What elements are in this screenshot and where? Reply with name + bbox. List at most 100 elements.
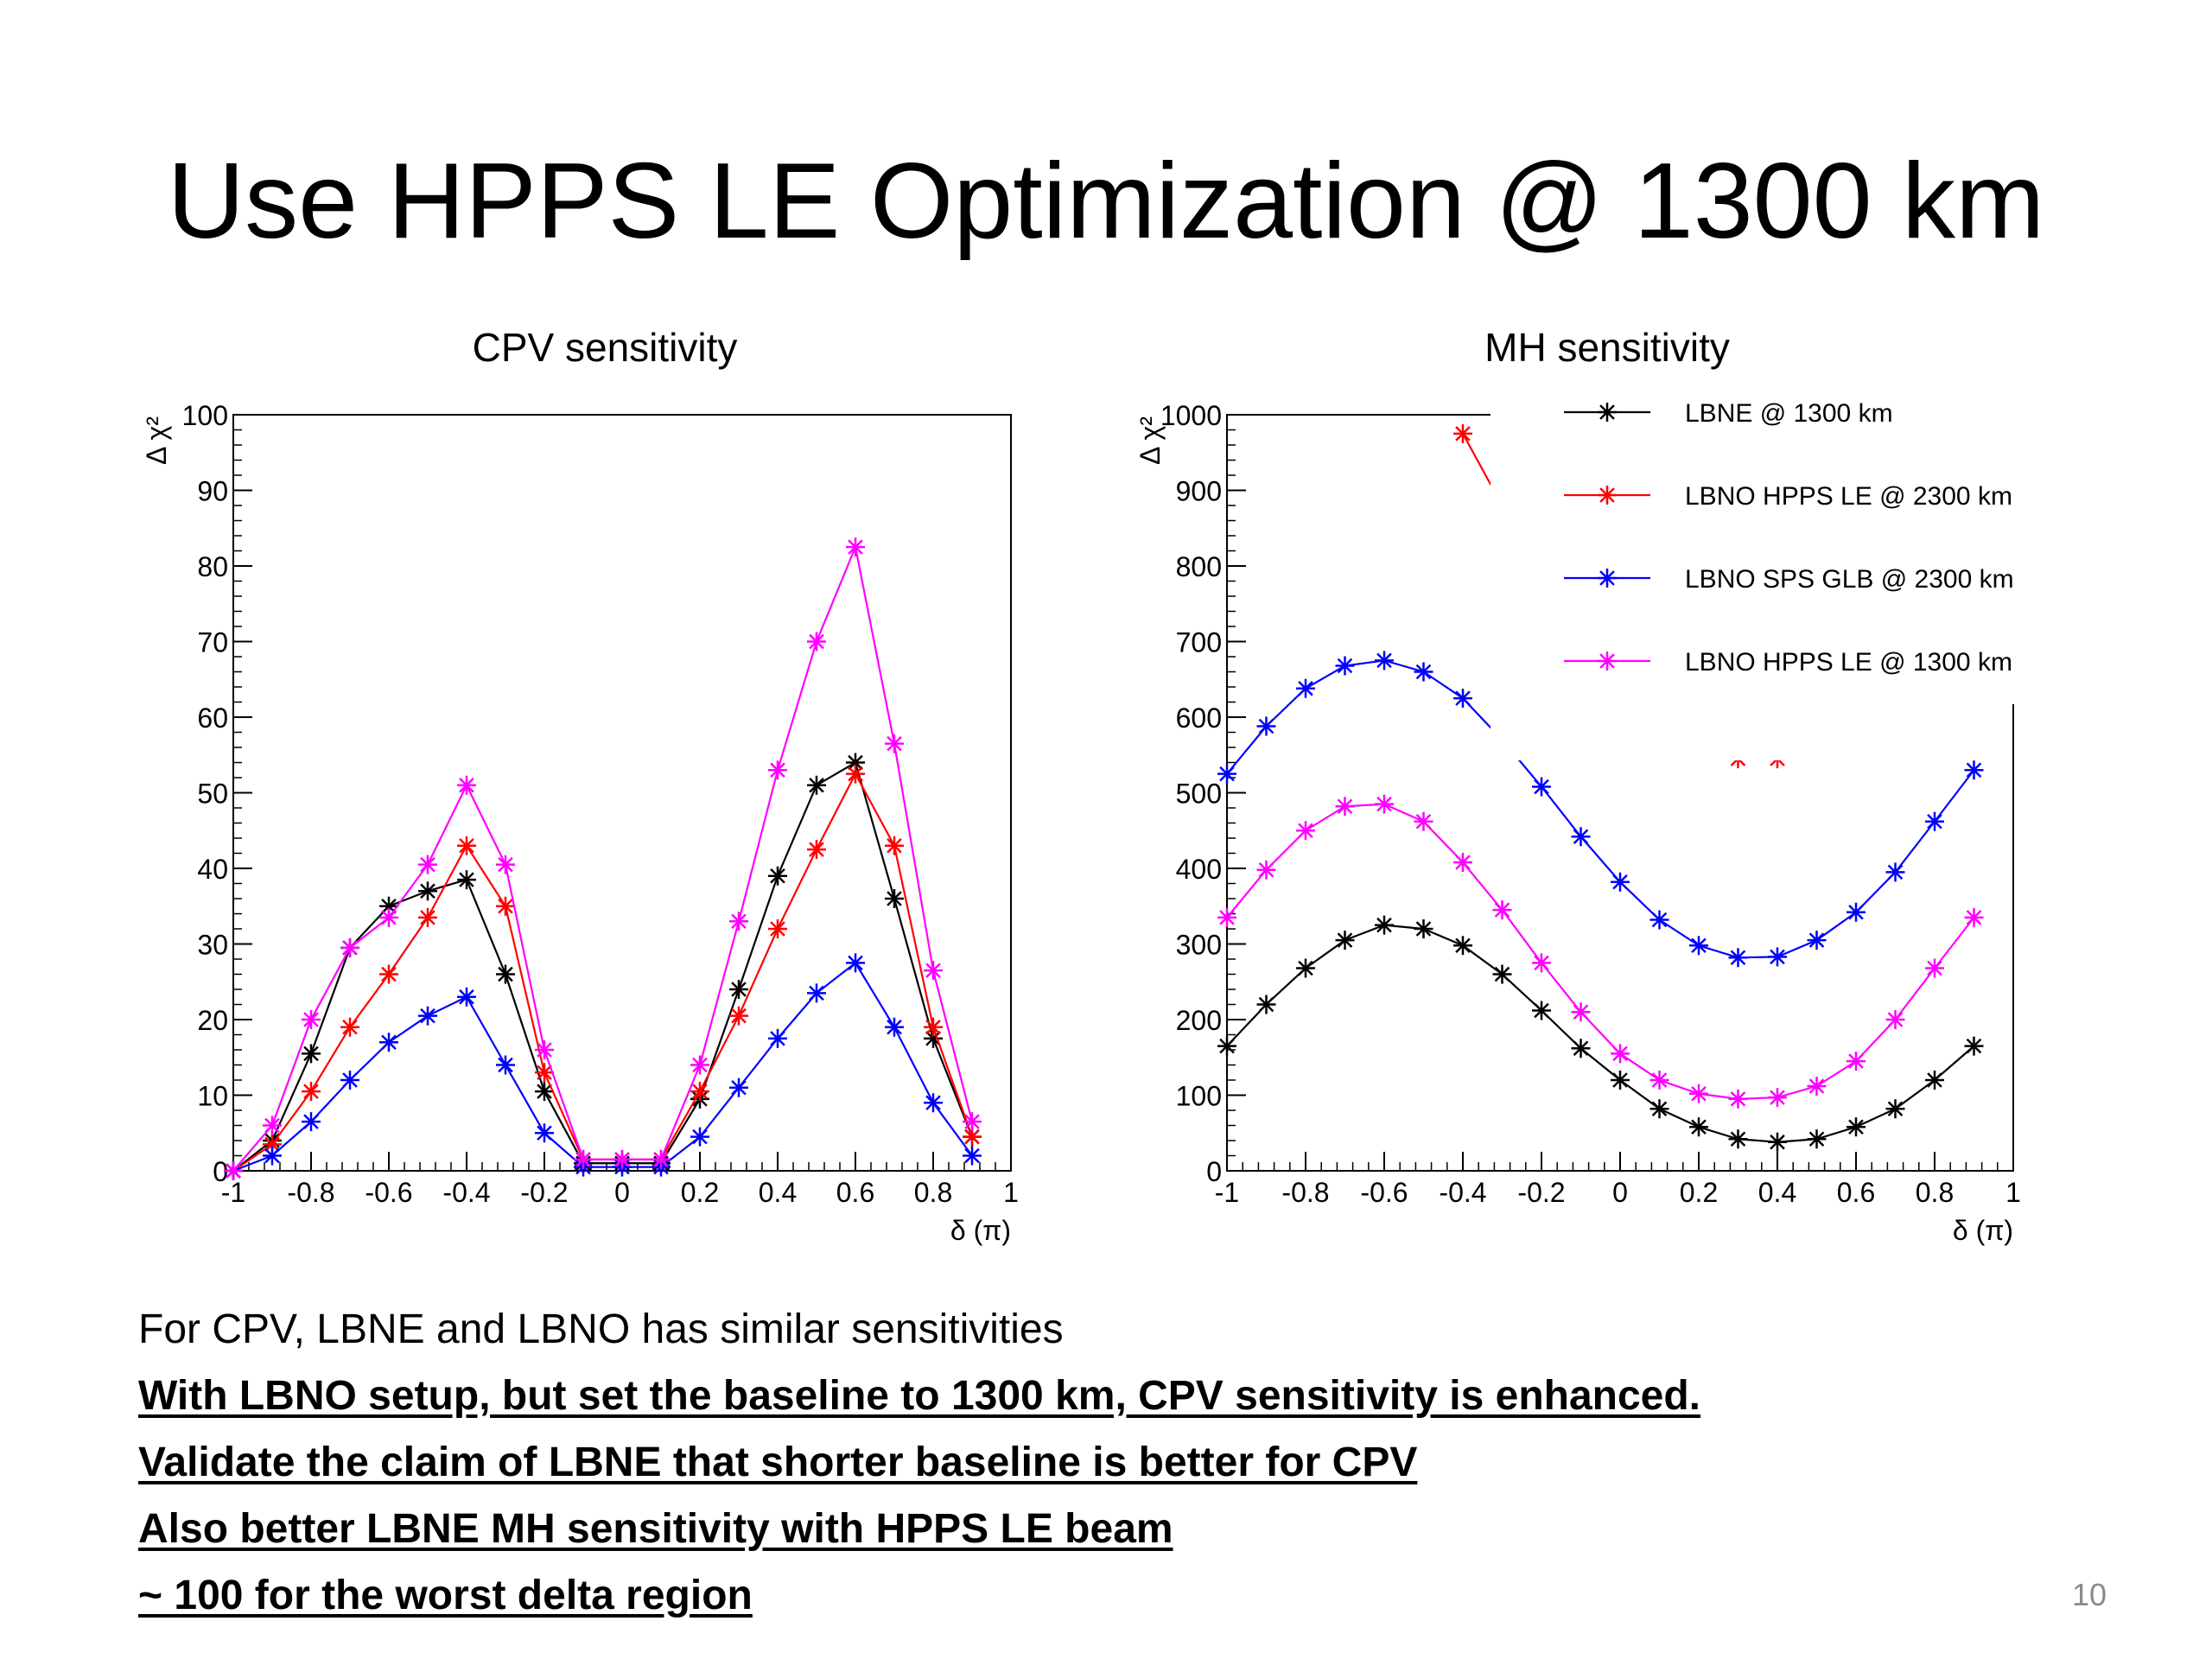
mh-data-point <box>1611 872 1630 892</box>
cpv-data-point <box>457 870 476 890</box>
mh-data-point <box>1414 662 1433 682</box>
mh-legend-label: LBNO HPPS LE @ 1300 km <box>1685 648 2012 677</box>
mh-data-point <box>1414 811 1433 831</box>
mh-legend-marker <box>1598 486 1617 505</box>
cpv-data-point <box>807 775 826 795</box>
cpv-plot-frame <box>232 414 1012 1172</box>
mh-data-point <box>1256 860 1276 880</box>
mh-legend-marker <box>1598 569 1617 588</box>
cpv-data-point <box>885 1017 904 1037</box>
mh-x-tick-label: -1 <box>1215 1177 1239 1208</box>
mh-x-tick-label: 0 <box>1612 1177 1628 1208</box>
mh-data-point <box>1689 1084 1708 1103</box>
mh-data-point <box>1296 958 1315 978</box>
mh-x-tick-label: 0.6 <box>1837 1177 1875 1208</box>
mh-legend-label: LBNE @ 1300 km <box>1685 399 1893 428</box>
mh-data-point <box>1768 1088 1787 1108</box>
cpv-plot-area <box>224 537 982 1180</box>
cpv-y-tick-label: 90 <box>197 476 228 507</box>
cpv-data-point <box>885 889 904 908</box>
cpv-data-point <box>768 1028 787 1048</box>
mh-data-point <box>1217 1036 1236 1056</box>
mh-data-point <box>1532 1001 1551 1020</box>
mh-data-point <box>1807 931 1827 950</box>
cpv-x-tick-label: 0.6 <box>836 1177 874 1208</box>
cpv-data-point <box>768 866 787 886</box>
mh-x-tick-label: 0.8 <box>1916 1177 1954 1208</box>
cpv-data-point <box>729 980 748 999</box>
mh-chart: MH sensitivity 0 100 200 300 400 500 600 700 800 9… <box>1115 311 2091 1262</box>
mh-data-point <box>1611 1071 1630 1090</box>
mh-data-point <box>1925 958 1944 978</box>
bullet-3: Validate the claim of LBNE that shorter … <box>138 1440 1418 1485</box>
cpv-data-point <box>768 919 787 938</box>
cpv-y-tick-label: 0 <box>213 1156 228 1187</box>
mh-data-point <box>1649 910 1669 930</box>
mh-x-tick-label: 0.2 <box>1680 1177 1718 1208</box>
cpv-data-point <box>340 938 359 957</box>
cpv-data-point <box>807 632 826 652</box>
cpv-data-point <box>535 1040 554 1059</box>
mh-data-point <box>1925 1071 1944 1090</box>
cpv-data-point <box>224 1161 243 1180</box>
cpv-x-tick-label: 0.2 <box>681 1177 719 1208</box>
cpv-data-point <box>652 1149 671 1169</box>
cpv-x-tick-label: -0.8 <box>287 1177 334 1208</box>
mh-x-tick-label: -0.6 <box>1360 1177 1408 1208</box>
cpv-data-point <box>729 912 748 931</box>
cpv-data-point <box>263 1146 282 1166</box>
mh-data-point <box>1453 936 1472 956</box>
mh-x-tick-label: -0.8 <box>1281 1177 1329 1208</box>
cpv-data-point <box>379 1033 398 1052</box>
mh-y-tick-label: 0 <box>1206 1156 1222 1187</box>
cpv-y-tick-label: 30 <box>197 930 228 961</box>
cpv-y-tick-label: 60 <box>197 702 228 734</box>
cpv-data-point <box>535 1123 554 1143</box>
mh-x-tick-label: 0.4 <box>1758 1177 1796 1208</box>
page-number: 10 <box>2071 1577 2107 1612</box>
mh-data-point <box>1885 1099 1905 1119</box>
bullet-5: ~ 100 for the worst delta region <box>138 1573 753 1618</box>
cpv-x-tick-label: -1 <box>221 1177 245 1208</box>
cpv-y-tick-label: 100 <box>182 400 228 431</box>
cpv-data-point <box>963 1112 982 1132</box>
cpv-x-tick-label: 0.4 <box>759 1177 797 1208</box>
cpv-data-point <box>418 881 437 901</box>
cpv-series-2 <box>224 953 982 1180</box>
mh-x-axis-label: δ (π) <box>1953 1215 2013 1246</box>
cpv-data-point <box>457 836 476 855</box>
mh-data-point <box>1649 1099 1669 1119</box>
cpv-data-point <box>690 1055 709 1075</box>
mh-data-point <box>1768 1132 1787 1152</box>
mh-data-point <box>1414 919 1433 938</box>
mh-data-point <box>1571 827 1591 847</box>
mh-data-point <box>1847 1052 1866 1071</box>
cpv-data-point <box>418 907 437 927</box>
mh-y-tick-label: 400 <box>1176 854 1222 885</box>
cpv-data-point <box>496 896 515 916</box>
cpv-data-point <box>846 537 865 557</box>
cpv-y-tick-label: 80 <box>197 551 228 582</box>
mh-legend-label: LBNO SPS GLB @ 2300 km <box>1685 565 2014 594</box>
cpv-data-point <box>535 1082 554 1102</box>
bullet-list: For CPV, LBNE and LBNO has similar sensi… <box>138 1296 2126 1629</box>
mh-y-tick-label: 1000 <box>1160 400 1222 431</box>
cpv-data-point <box>885 734 904 753</box>
bullet-1: For CPV, LBNE and LBNO has similar sensi… <box>138 1306 1064 1352</box>
mh-data-point <box>1375 651 1394 671</box>
mh-data-point <box>1728 1129 1748 1149</box>
mh-y-tick-label: 500 <box>1176 779 1222 810</box>
mh-data-point <box>1611 1044 1630 1064</box>
cpv-data-point <box>729 1006 748 1026</box>
cpv-data-point <box>263 1116 282 1135</box>
cpv-data-point <box>807 983 826 1003</box>
mh-legend-marker <box>1598 403 1617 422</box>
mh-data-point <box>1375 794 1394 814</box>
mh-data-point <box>1335 931 1355 950</box>
cpv-data-point <box>496 964 515 984</box>
mh-data-point <box>1453 423 1472 443</box>
mh-x-tick-label: 1 <box>2005 1177 2021 1208</box>
cpv-data-point <box>846 953 865 973</box>
cpv-data-point <box>418 1006 437 1026</box>
mh-y-tick-label: 600 <box>1176 702 1222 734</box>
